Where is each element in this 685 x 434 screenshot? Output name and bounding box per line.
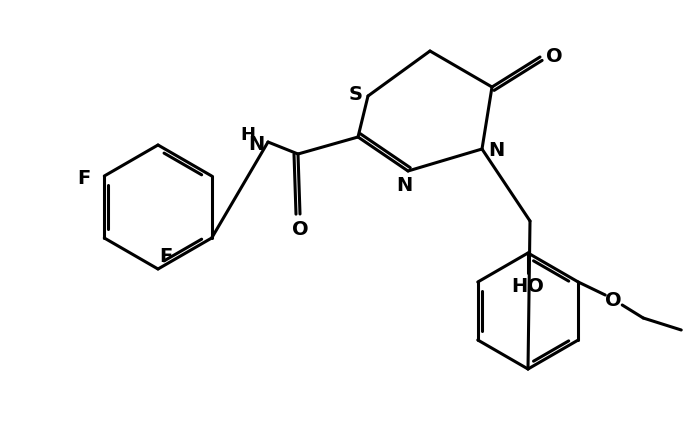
Text: N: N [488,140,504,159]
Text: N: N [248,135,264,154]
Text: O: O [546,46,562,66]
Text: N: N [396,176,412,195]
Text: S: S [349,84,363,103]
Text: F: F [77,169,91,188]
Text: HO: HO [512,276,545,295]
Text: H: H [240,126,256,144]
Text: F: F [160,246,173,265]
Text: O: O [605,291,621,310]
Text: O: O [292,220,308,239]
